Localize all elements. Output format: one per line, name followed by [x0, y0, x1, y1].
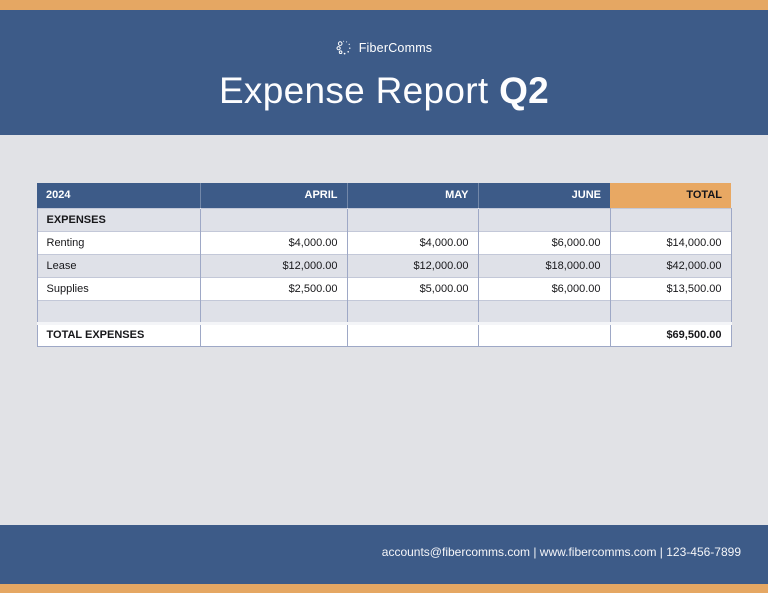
- may-value-cell: $5,000.00: [346, 276, 479, 300]
- empty-cell: [36, 299, 201, 323]
- table-row-supplies: Supplies $2,500.00 $5,000.00 $6,000.00 $…: [36, 276, 732, 300]
- brand-name: FiberComms: [358, 40, 433, 55]
- report-header: FiberComms Expense Report Q2: [0, 10, 768, 135]
- page-title: Expense Report Q2: [219, 70, 549, 112]
- column-header-june: JUNE: [477, 183, 610, 208]
- empty-cell: [199, 321, 348, 347]
- page-title-text: Expense Report: [218, 70, 500, 111]
- column-header-may: MAY: [346, 183, 478, 208]
- total-label-cell: TOTAL EXPENSES: [36, 321, 201, 347]
- empty-cell: [199, 299, 348, 323]
- report-body: 2024 APRIL MAY JUNE TOTAL EXPENSES Renti…: [0, 135, 768, 525]
- page-title-quarter: Q2: [499, 70, 550, 111]
- empty-cell: [609, 299, 732, 323]
- empty-cell: [477, 299, 611, 323]
- brand-logo: FiberComms: [336, 39, 433, 56]
- bottom-accent-bar: [0, 584, 768, 593]
- may-value-cell: $12,000.00: [346, 253, 479, 277]
- empty-cell: [199, 207, 348, 231]
- empty-cell: [346, 207, 479, 231]
- spacer-row: [36, 299, 732, 323]
- year-header-cell: 2024: [37, 183, 200, 208]
- grand-total-cell: $69,500.00: [609, 321, 732, 347]
- june-value-cell: $6,000.00: [477, 276, 611, 300]
- may-value-cell: $4,000.00: [346, 230, 479, 254]
- total-value-cell: $42,000.00: [609, 253, 732, 277]
- top-accent-bar: [0, 0, 768, 10]
- row-label-cell: Renting: [36, 230, 201, 254]
- april-value-cell: $2,500.00: [199, 276, 348, 300]
- april-value-cell: $4,000.00: [199, 230, 348, 254]
- empty-cell: [477, 207, 611, 231]
- section-header-row: EXPENSES: [36, 207, 732, 231]
- table-header-row: 2024 APRIL MAY JUNE TOTAL: [37, 183, 731, 208]
- footer-contact: accounts@fibercomms.com | www.fibercomms…: [381, 544, 741, 559]
- report-footer: accounts@fibercomms.com | www.fibercomms…: [0, 525, 768, 584]
- table-row-renting: Renting $4,000.00 $4,000.00 $6,000.00 $1…: [36, 230, 732, 254]
- row-label-cell: Supplies: [36, 276, 201, 300]
- june-value-cell: $6,000.00: [477, 230, 611, 254]
- empty-cell: [346, 299, 479, 323]
- april-value-cell: $12,000.00: [199, 253, 348, 277]
- row-label-cell: Lease: [36, 253, 201, 277]
- empty-cell: [609, 207, 732, 231]
- total-expenses-row: TOTAL EXPENSES $69,500.00: [36, 321, 732, 347]
- column-header-april: APRIL: [199, 183, 347, 208]
- expense-table: 2024 APRIL MAY JUNE TOTAL EXPENSES Renti…: [36, 183, 732, 347]
- column-header-total: TOTAL: [610, 183, 731, 208]
- section-label-cell: EXPENSES: [36, 207, 201, 231]
- total-value-cell: $14,000.00: [609, 230, 732, 254]
- empty-cell: [477, 321, 611, 347]
- total-value-cell: $13,500.00: [609, 276, 732, 300]
- dotted-circle-logo-icon: [336, 39, 352, 56]
- empty-cell: [346, 321, 479, 347]
- table-row-lease: Lease $12,000.00 $12,000.00 $18,000.00 $…: [36, 253, 732, 277]
- june-value-cell: $18,000.00: [477, 253, 611, 277]
